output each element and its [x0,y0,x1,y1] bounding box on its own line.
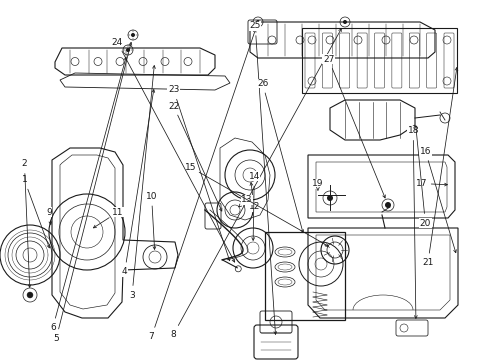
Circle shape [27,292,33,298]
Text: 6: 6 [50,323,56,332]
Text: 3: 3 [129,291,135,300]
Text: 15: 15 [184,163,196,172]
Text: 18: 18 [407,126,418,135]
Text: 9: 9 [46,208,52,217]
Text: 25: 25 [249,22,261,31]
Text: 14: 14 [248,172,260,181]
Text: 11: 11 [111,208,123,217]
Text: 26: 26 [256,79,268,88]
Text: 13: 13 [241,195,252,204]
Bar [302,28,456,93]
Text: 21: 21 [421,258,433,267]
Text: 10: 10 [145,192,157,201]
Text: 19: 19 [311,179,323,188]
Text: 2: 2 [21,159,27,168]
Text: 24: 24 [111,38,123,47]
Text: 23: 23 [167,85,179,94]
Circle shape [384,202,390,208]
Circle shape [342,20,346,24]
Text: 17: 17 [415,179,427,188]
Circle shape [131,33,135,37]
Text: 5: 5 [53,334,59,343]
Text: 22: 22 [167,102,179,111]
Text: 7: 7 [148,332,154,341]
Circle shape [126,48,130,52]
Text: 8: 8 [170,330,176,339]
Circle shape [326,195,332,201]
Bar [264,232,345,320]
Text: 20: 20 [419,219,430,228]
Text: 1: 1 [21,175,27,184]
Text: 12: 12 [248,202,260,211]
Text: 4: 4 [122,267,127,276]
Text: 16: 16 [419,147,430,156]
Text: 27: 27 [322,55,334,64]
Circle shape [256,20,260,24]
